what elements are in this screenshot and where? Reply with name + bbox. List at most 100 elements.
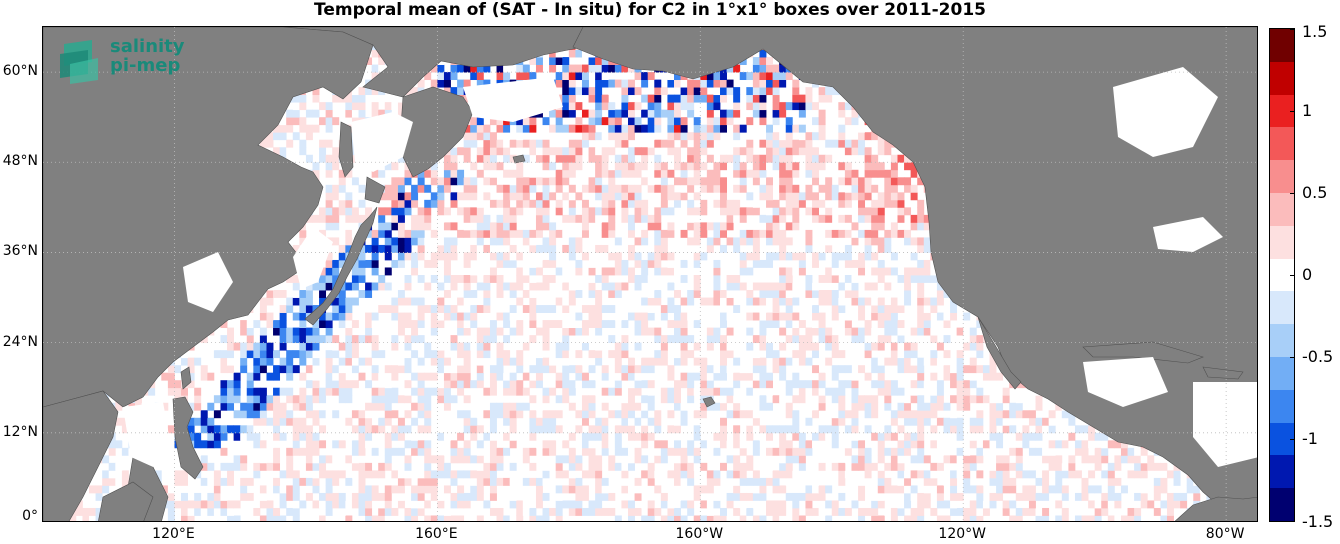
- grid-cell: [240, 357, 248, 366]
- grid-cell: [470, 244, 478, 253]
- grid-cell: [246, 515, 254, 521]
- grid-cell: [555, 500, 563, 509]
- grid-cell: [542, 470, 550, 479]
- grid-cell: [1088, 440, 1096, 449]
- grid-cell: [601, 417, 609, 426]
- grid-cell: [877, 335, 885, 344]
- grid-cell: [923, 312, 931, 321]
- grid-cell: [319, 455, 327, 464]
- grid-cell: [332, 207, 340, 216]
- grid-cell: [266, 290, 274, 298]
- grid-cell: [825, 244, 833, 253]
- grid-cell: [509, 214, 517, 223]
- grid-cell: [713, 290, 721, 298]
- grid-cell: [148, 387, 156, 396]
- grid-cell: [437, 312, 445, 321]
- grid-cell: [641, 395, 649, 404]
- grid-cell: [417, 395, 425, 404]
- grid-cell: [581, 485, 589, 494]
- grid-cell: [772, 425, 780, 434]
- grid-cell: [266, 440, 274, 449]
- grid-cell: [884, 192, 892, 201]
- grid-cell: [844, 440, 852, 449]
- grid-cell: [351, 365, 359, 374]
- grid-cell: [713, 229, 721, 238]
- grid-cell: [437, 350, 445, 359]
- grid-cell: [450, 515, 458, 521]
- grid-cell: [831, 425, 839, 434]
- grid-cell: [746, 357, 754, 366]
- grid-cell: [496, 455, 504, 464]
- grid-cell: [936, 462, 944, 471]
- grid-cell: [529, 365, 537, 374]
- grid-cell: [595, 184, 603, 193]
- grid-cell: [766, 214, 773, 223]
- grid-cell: [345, 192, 353, 201]
- grid-cell: [542, 447, 550, 456]
- grid-cell: [286, 410, 294, 419]
- grid-cell: [358, 335, 366, 344]
- grid-cell: [838, 199, 846, 208]
- grid-cell: [575, 507, 583, 516]
- grid-cell: [871, 327, 879, 336]
- grid-cell: [443, 207, 451, 216]
- grid-cell: [417, 229, 425, 238]
- grid-cell: [851, 380, 859, 389]
- grid-cell: [476, 305, 484, 313]
- grid-cell: [1035, 447, 1043, 456]
- grid-cell: [535, 500, 543, 509]
- grid-cell: [207, 492, 215, 501]
- grid-cell: [227, 500, 235, 509]
- grid-cell: [950, 312, 958, 321]
- grid-cell: [1055, 477, 1063, 486]
- grid-cell: [397, 365, 405, 374]
- grid-cell: [627, 244, 635, 253]
- grid-cell: [674, 320, 681, 329]
- grid-cell: [1068, 440, 1076, 449]
- grid-cell: [608, 282, 616, 291]
- map-plot-area: [42, 26, 1258, 522]
- grid-cell: [890, 380, 898, 389]
- grid-cell: [641, 327, 649, 336]
- grid-cell: [483, 470, 491, 479]
- grid-cell: [838, 297, 846, 306]
- grid-cell: [437, 365, 445, 374]
- grid-cell: [253, 402, 261, 411]
- grid-cell: [759, 214, 767, 223]
- grid-cell: [851, 275, 859, 283]
- grid-cell: [384, 492, 392, 501]
- grid-cell: [693, 372, 701, 381]
- grid-cell: [595, 312, 603, 321]
- grid-cell: [746, 290, 754, 298]
- grid-cell: [969, 485, 977, 494]
- grid-cell: [220, 335, 228, 344]
- grid-cell: [391, 207, 399, 216]
- grid-cell: [680, 455, 688, 464]
- grid-cell: [358, 477, 366, 486]
- grid-cell: [535, 492, 543, 501]
- grid-cell: [844, 380, 852, 389]
- grid-cell: [522, 402, 530, 411]
- grid-cell: [687, 244, 695, 253]
- grid-cell: [542, 507, 550, 516]
- grid-cell: [654, 357, 662, 366]
- grid-cell: [779, 342, 787, 351]
- grid-cell: [660, 492, 668, 501]
- grid-cell: [187, 380, 195, 389]
- grid-cell: [391, 470, 399, 479]
- grid-cell: [595, 290, 603, 298]
- grid-cell: [838, 387, 846, 396]
- grid-cell: [1081, 492, 1089, 501]
- grid-cell: [844, 312, 852, 321]
- grid-cell: [818, 402, 826, 411]
- grid-cell: [858, 440, 866, 449]
- grid-cell: [489, 462, 497, 471]
- grid-cell: [470, 342, 478, 351]
- grid-cell: [844, 244, 852, 253]
- grid-cell: [286, 492, 294, 501]
- grid-cell: [923, 244, 931, 253]
- grid-cell: [614, 237, 622, 246]
- grid-cell: [667, 447, 675, 456]
- grid-cell: [772, 365, 780, 374]
- grid-cell: [391, 214, 399, 223]
